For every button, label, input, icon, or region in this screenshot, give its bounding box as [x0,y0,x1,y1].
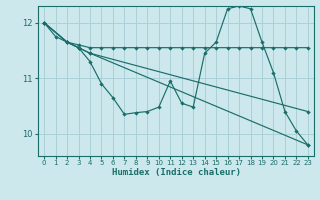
X-axis label: Humidex (Indice chaleur): Humidex (Indice chaleur) [111,168,241,177]
